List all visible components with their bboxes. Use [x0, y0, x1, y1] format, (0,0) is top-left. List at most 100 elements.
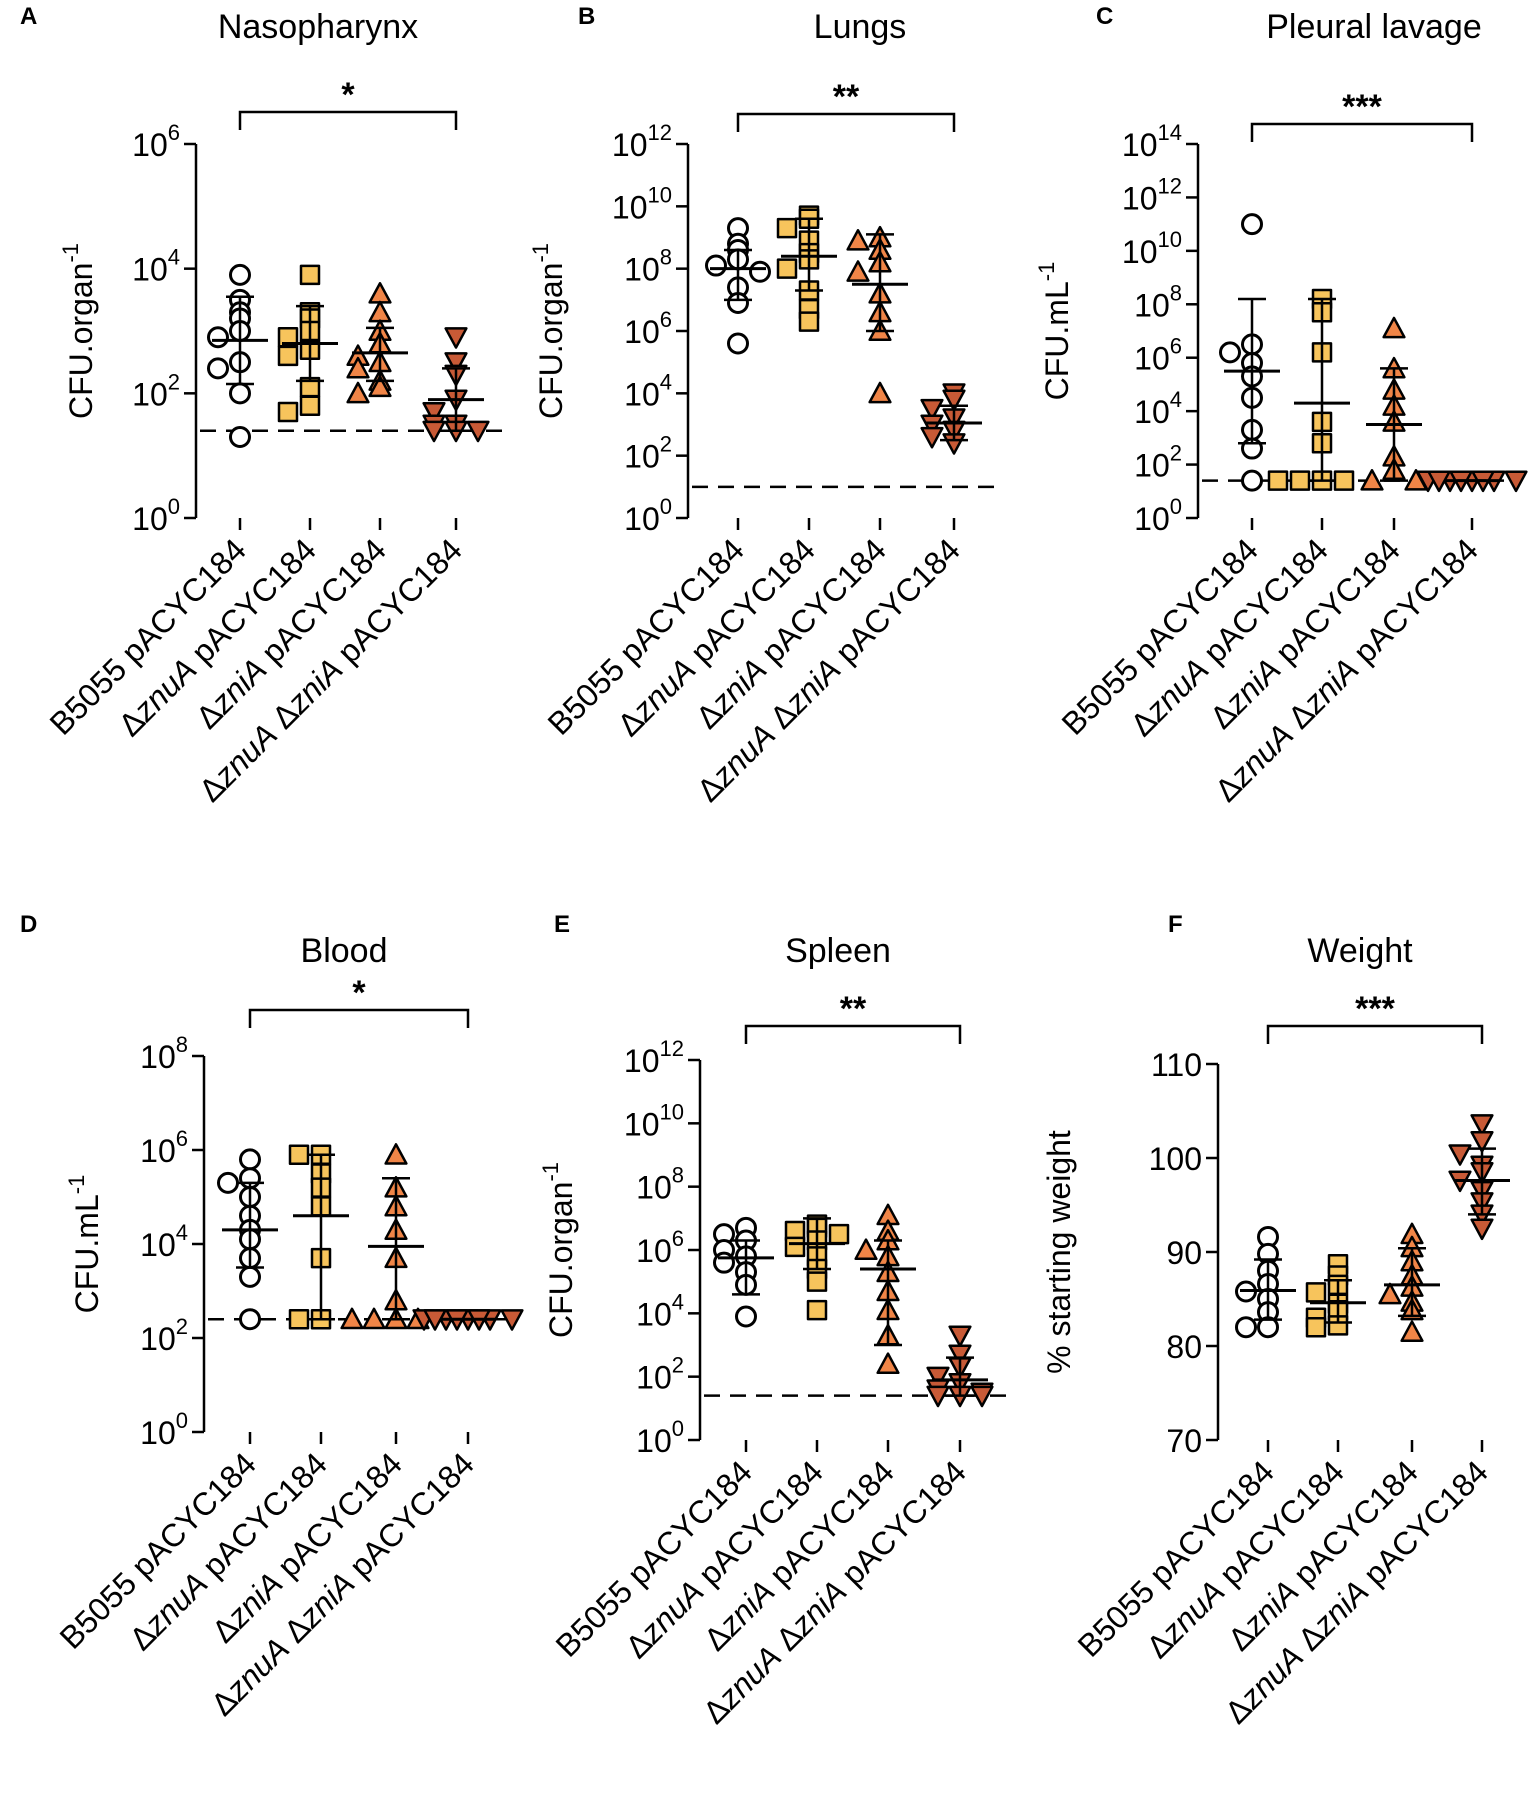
y-tick-label-c-4: 108: [1134, 280, 1182, 323]
data-point-a-3-8: [422, 420, 446, 443]
data-point-d-0-8: [239, 1265, 261, 1288]
group-e-2: [854, 1203, 916, 1375]
data-point-f-2-8: [1400, 1320, 1424, 1342]
y-axis-label-f: % starting weight: [1041, 1130, 1077, 1374]
panel-letter-a: A: [20, 3, 37, 30]
y-tick-label-c-1: 102: [1134, 441, 1182, 484]
data-point-b-0-8: [727, 332, 749, 355]
data-point-a-0-0: [229, 263, 251, 286]
data-point-e-3-8: [926, 1385, 950, 1408]
data-point-a-3-0: [444, 327, 468, 349]
data-point-a-0-8: [229, 382, 251, 405]
data-point-e-3-0: [948, 1325, 972, 1348]
y-tick-label-c-0: 100: [1134, 494, 1182, 537]
y-axis-label-d: CFU.mL-1: [64, 1175, 105, 1314]
group-e-1: [784, 1214, 850, 1321]
data-point-b-3-6: [920, 426, 944, 449]
y-tick-label-b-1: 102: [624, 432, 672, 475]
y-tick-label-c-6: 1012: [1122, 173, 1182, 216]
y-tick-label-e-1: 102: [636, 1353, 684, 1396]
panel-e: E Spleen 100 102 104 106 108 1010 1012 CFU.organ-…: [538, 911, 1010, 1731]
significance-label-e: **: [840, 990, 867, 1028]
y-tick-label-c-3: 106: [1134, 334, 1182, 377]
group-a-0: [207, 263, 268, 448]
data-point-a-3-1: [444, 352, 468, 374]
data-point-b-1-2: [776, 217, 798, 239]
data-point-c-1-7: [1333, 470, 1355, 491]
y-tick-label-d-4: 108: [140, 1032, 188, 1075]
group-e-0: [713, 1216, 774, 1328]
y-tick-label-b-3: 106: [624, 307, 672, 350]
significance-label-b: **: [833, 78, 860, 116]
group-f-0: [1235, 1225, 1296, 1339]
group-a-1: [277, 264, 338, 423]
data-point-a-1-8: [299, 395, 321, 417]
data-point-b-3-2: [920, 398, 944, 421]
group-d-3: [412, 1309, 524, 1331]
group-f-2: [1378, 1222, 1440, 1342]
data-point-d-1-1: [288, 1144, 310, 1165]
panel-a: A Nasopharynx100102104106CFU.organ-1*B505…: [20, 3, 506, 809]
y-tick-label-a-0: 100: [132, 494, 180, 537]
y-axis-label-a: CFU.organ-1: [58, 243, 99, 419]
data-point-a-0-7: [207, 357, 229, 380]
panel-b: B Lungs 100 102 104 106 108 1010 1012 CFU.organ-1…: [528, 3, 1004, 809]
data-point-d-2-7: [362, 1307, 386, 1330]
data-point-b-2-1: [846, 229, 870, 251]
panel-title-f: Weight: [1307, 932, 1413, 970]
group-a-3: [422, 327, 490, 443]
panel-title-b: Lungs: [814, 8, 907, 46]
data-point-a-1-0: [299, 264, 321, 286]
data-point-f-3-2: [1448, 1144, 1472, 1166]
group-f-1: [1305, 1253, 1366, 1338]
significance-label-a: *: [341, 76, 355, 114]
group-c-1: [1267, 288, 1355, 491]
y-tick-label-d-1: 102: [140, 1314, 188, 1357]
data-point-e-3-1: [948, 1344, 972, 1367]
significance-label-f: ***: [1355, 990, 1395, 1028]
data-point-a-2-6: [346, 356, 370, 379]
panel-title-c: Pleural lavage: [1266, 8, 1481, 46]
group-b-2: [846, 225, 908, 404]
y-tick-label-d-2: 104: [140, 1220, 188, 1263]
panel-title-d: Blood: [301, 932, 388, 970]
data-point-d-2-9: [340, 1307, 364, 1330]
y-tick-label-c-2: 104: [1134, 387, 1182, 430]
data-point-c-0-2: [1219, 341, 1241, 364]
y-tick-label-d-3: 106: [140, 1126, 188, 1169]
group-a-2: [346, 282, 408, 404]
data-point-e-1-9: [806, 1299, 828, 1321]
y-tick-label-e-2: 104: [636, 1289, 684, 1332]
group-d-2: [340, 1143, 430, 1330]
significance-label-d: *: [352, 974, 366, 1012]
group-d-0: [217, 1148, 278, 1331]
group-c-3: [1416, 470, 1528, 493]
data-point-d-1-7: [288, 1308, 310, 1330]
panel-title-e: Spleen: [785, 932, 891, 970]
y-tick-label-b-6: 1012: [612, 120, 672, 163]
data-point-f-2-5: [1378, 1282, 1402, 1305]
data-point-a-0-5: [207, 326, 229, 349]
panel-letter-b: B: [578, 3, 595, 30]
data-point-f-1-7: [1327, 1315, 1349, 1336]
y-tick-label-b-0: 100: [624, 494, 672, 537]
y-tick-label-f-4: 110: [1151, 1047, 1202, 1083]
y-tick-label-a-3: 106: [132, 120, 180, 163]
data-point-d-0-2: [217, 1171, 239, 1194]
group-e-3: [926, 1325, 994, 1408]
group-b-3: [920, 383, 982, 455]
y-tick-label-f-3: 100: [1149, 1141, 1202, 1177]
data-point-b-1-9: [798, 311, 820, 332]
data-point-b-0-5: [749, 260, 771, 283]
group-d-1: [288, 1144, 349, 1330]
group-c-0: [1219, 213, 1280, 492]
data-point-b-2-4: [846, 260, 870, 282]
data-point-b-3-1: [942, 389, 966, 412]
y-tick-label-e-0: 100: [636, 1416, 684, 1459]
data-point-c-1-8: [1267, 470, 1289, 491]
y-tick-label-c-5: 1010: [1122, 227, 1182, 270]
y-tick-label-e-6: 1012: [624, 1036, 684, 1079]
data-point-e-1-5: [784, 1236, 806, 1258]
